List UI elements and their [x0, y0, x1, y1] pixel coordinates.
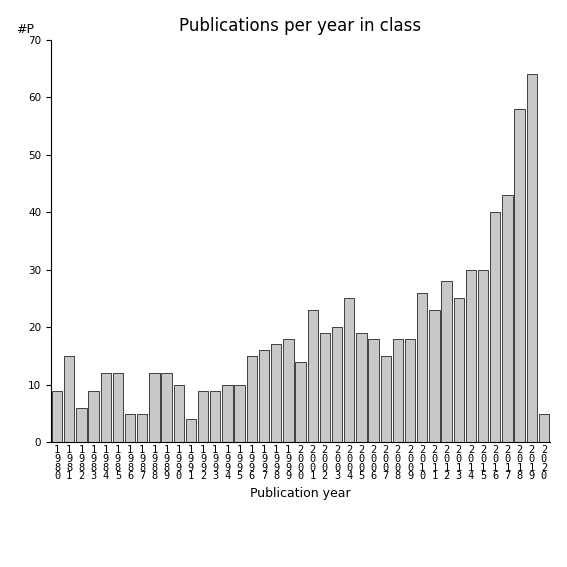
X-axis label: Publication year: Publication year: [250, 487, 351, 500]
Bar: [77, 408, 87, 442]
Bar: [393, 338, 403, 442]
Text: #P: #P: [16, 23, 34, 36]
Bar: [429, 310, 439, 442]
Bar: [502, 195, 513, 442]
Bar: [539, 413, 549, 442]
Bar: [271, 345, 281, 442]
Bar: [441, 281, 452, 442]
Title: Publications per year in class: Publications per year in class: [179, 18, 422, 35]
Bar: [210, 391, 221, 442]
Bar: [235, 385, 245, 442]
Bar: [125, 413, 136, 442]
Bar: [149, 373, 160, 442]
Bar: [417, 293, 428, 442]
Bar: [380, 356, 391, 442]
Bar: [356, 333, 366, 442]
Bar: [295, 362, 306, 442]
Bar: [369, 338, 379, 442]
Bar: [283, 338, 294, 442]
Bar: [64, 356, 74, 442]
Bar: [52, 391, 62, 442]
Bar: [344, 298, 354, 442]
Bar: [454, 298, 464, 442]
Bar: [307, 310, 318, 442]
Bar: [466, 270, 476, 442]
Bar: [222, 385, 232, 442]
Bar: [259, 350, 269, 442]
Bar: [100, 373, 111, 442]
Bar: [527, 74, 537, 442]
Bar: [186, 419, 196, 442]
Bar: [490, 212, 501, 442]
Bar: [478, 270, 488, 442]
Bar: [162, 373, 172, 442]
Bar: [198, 391, 208, 442]
Bar: [247, 356, 257, 442]
Bar: [514, 109, 524, 442]
Bar: [320, 333, 330, 442]
Bar: [137, 413, 147, 442]
Bar: [332, 327, 342, 442]
Bar: [174, 385, 184, 442]
Bar: [405, 338, 415, 442]
Bar: [113, 373, 123, 442]
Bar: [88, 391, 99, 442]
